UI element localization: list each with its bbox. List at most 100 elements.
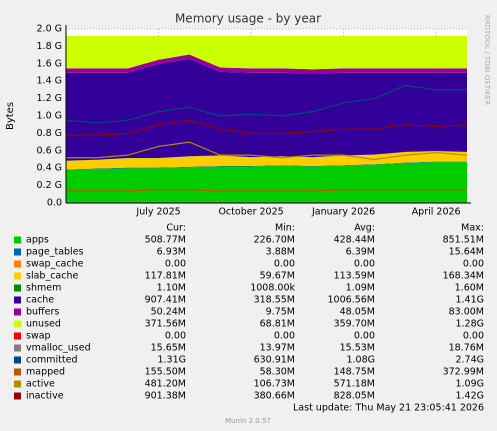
legend-swatch [14,296,21,304]
y-tick-label: 0.6 G [37,145,63,156]
legend-label: vmalloc_used [26,343,91,354]
area [66,54,467,74]
legend-value: 9.75M [266,307,295,318]
legend-label: unused [26,319,61,330]
legend-swatch [14,272,21,280]
y-tick-label: 0.0 [47,198,62,209]
y-axis-label: Bytes [5,102,16,130]
footer: Munin 2.0.57 [225,417,271,425]
area [66,151,467,170]
legend-value: 371.56M [145,319,186,330]
legend-value: 372.99M [443,367,484,378]
legend-swatch [14,248,21,256]
line [66,119,468,136]
y-tick-label: 1.4 G [37,76,63,87]
legend-label: shmem [26,283,61,294]
y-tick-label: 1.2 G [37,93,63,104]
line [66,189,467,192]
legend-value: 0.00 [463,331,484,342]
legend-value: 851.51M [443,235,484,246]
legend-value: 226.70M [254,235,295,246]
legend-value: 1.42G [455,391,484,402]
legend-label: inactive [26,391,64,402]
legend-swatch [14,320,21,328]
legend-value: 59.67M [260,271,295,282]
last-update: Last update: Thu May 21 23:05:41 2026 [293,403,484,414]
legend-value: 0.00 [274,259,295,270]
legend-value: 148.75M [334,367,375,378]
legend-value: 155.50M [145,367,186,378]
legend-label: apps [26,235,49,246]
x-tick-label: April 2026 [412,207,461,218]
legend-label: active [26,379,55,390]
legend-value: 1.31G [157,355,186,366]
legend-value: 1.41G [455,295,484,306]
legend-label: buffers [26,307,59,318]
legend-label: swap [26,331,51,342]
legend-value: 380.66M [254,391,295,402]
y-tick-label: 1.0 G [37,111,63,122]
legend-value: 1.28G [455,319,484,330]
legend-value: 15.53M [340,343,375,354]
legend-value: 1008.00k [250,283,295,294]
legend-value: 106.73M [254,379,295,390]
legend-header: Max: [461,223,484,234]
legend-value: 0.00 [463,259,484,270]
y-tick-label: 1.8 G [37,41,63,52]
legend-value: 359.70M [334,319,375,330]
area [66,58,467,161]
legend-value: 6.39M [346,247,375,258]
legend-value: 1006.56M [328,295,375,306]
legend-value: 0.00 [354,331,375,342]
legend-value: 58.30M [260,367,295,378]
legend-value: 907.41M [145,295,186,306]
y-tick-label: 0.2 G [37,180,63,191]
y-tick-label: 2.0 G [37,24,63,35]
legend-value: 18.76M [449,343,484,354]
side-text: RRDTOOL / TOBI OETIKER [483,15,491,105]
legend-value: 571.18M [334,379,375,390]
y-tick-label: 1.6 G [37,58,63,69]
legend-value: 168.34M [443,271,484,282]
legend-value: 50.24M [151,307,186,318]
legend-value: 1.09G [455,379,484,390]
area [66,161,467,170]
legend-swatch [14,236,21,244]
legend-value: 318.55M [254,295,295,306]
legend-value: 0.00 [165,259,186,270]
x-tick-label: July 2025 [135,207,180,218]
legend-label: page_tables [26,247,84,258]
legend-value: 1.08G [346,355,375,366]
area [66,35,467,70]
y-tick-label: 0.8 G [37,128,63,139]
legend-swatch [14,260,21,268]
legend-value: 1.10M [157,283,186,294]
legend-value: 68.81M [260,319,295,330]
area [66,162,467,203]
legend-value: 2.74G [455,355,484,366]
x-tick-label: October 2025 [218,207,283,218]
legend-swatch [14,308,21,316]
legend-header: Avg: [354,223,375,234]
legend-value: 1.60M [455,283,484,294]
legend-label: mapped [26,367,65,378]
legend-value: 15.65M [151,343,186,354]
legend-swatch [14,284,21,292]
y-tick-label: 0.4 G [37,163,63,174]
legend-swatch [14,344,21,352]
legend-swatch [14,368,21,376]
legend-value: 83.00M [449,307,484,318]
legend-label: committed [26,355,78,366]
legend-header: Min: [275,223,295,234]
chart-title: Memory usage - by year [175,12,321,26]
line [65,84,467,124]
legend-value: 6.93M [157,247,186,258]
legend-value: 428.44M [334,235,375,246]
legend-swatch [14,332,21,340]
x-tick-label: January 2026 [311,207,375,218]
legend-value: 3.88M [266,247,295,258]
legend-label: swap_cache [26,259,84,270]
legend-value: 828.05M [334,391,375,402]
legend-value: 901.38M [145,391,186,402]
